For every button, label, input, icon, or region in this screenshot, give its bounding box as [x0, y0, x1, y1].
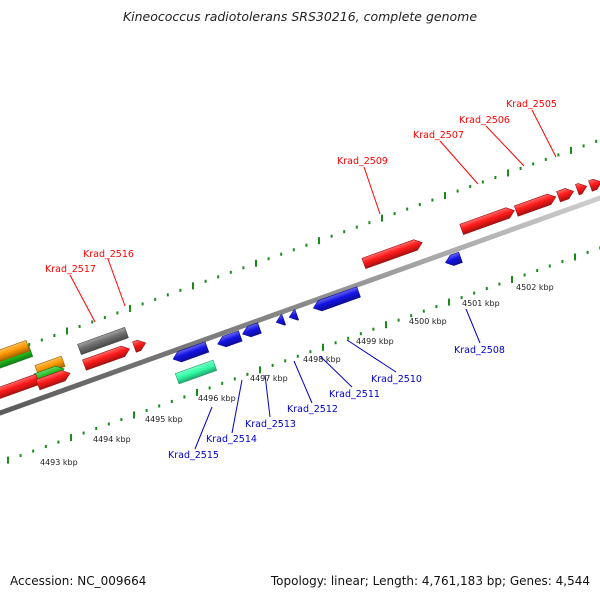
leader-line [439, 140, 479, 185]
scale-tick-label: 4500 kbp [409, 317, 447, 326]
gene-label-forward[interactable]: Krad_2517 [45, 264, 96, 275]
gene-krad-2516c[interactable] [132, 338, 147, 353]
gene-label-reverse[interactable]: Krad_2508 [454, 345, 505, 356]
gene-krad-2518b[interactable] [35, 368, 72, 391]
genome-backbone-line [0, 195, 600, 416]
gene-krad-2505b[interactable] [575, 181, 588, 196]
gene-label-forward[interactable]: Krad_2505 [506, 99, 557, 110]
gene-label-reverse[interactable]: Krad_2511 [329, 389, 380, 400]
leader-line [531, 109, 557, 158]
leader-line [346, 339, 397, 373]
gene-features [0, 177, 600, 401]
gene-krad-2514[interactable] [171, 341, 210, 364]
leader-line [107, 258, 126, 307]
gene-label-forward[interactable]: Krad_2506 [459, 115, 510, 126]
genome-backbone [0, 195, 600, 416]
gene-label-leaders [69, 109, 557, 450]
scale-tick-label: 4497 kbp [250, 374, 288, 383]
gene-krad-2510[interactable] [312, 286, 361, 314]
gene-label-reverse[interactable]: Krad_2513 [245, 419, 296, 430]
gene-krad-2519[interactable] [0, 373, 40, 401]
leader-line [231, 379, 243, 434]
accession-text: Accession: NC_009664 [10, 574, 147, 588]
leader-line [363, 166, 381, 215]
gene-label-reverse[interactable]: Krad_2514 [206, 434, 257, 445]
gene-label-forward[interactable]: Krad_2507 [413, 130, 464, 141]
gene-label-forward[interactable]: Krad_2509 [337, 156, 388, 167]
scale-tick-label: 4496 kbp [198, 394, 236, 403]
leader-line [293, 360, 313, 404]
scale-tick-label: 4499 kbp [356, 337, 394, 346]
leader-line [264, 374, 271, 418]
scale-tick-label: 4498 kbp [303, 355, 341, 364]
scale-tick-label: 4494 kbp [93, 435, 131, 444]
gene-krad-2516b[interactable] [82, 344, 132, 371]
gene-krad-2506[interactable] [513, 192, 557, 217]
gene-krad-2515[interactable] [174, 359, 218, 385]
leader-line [69, 274, 96, 323]
scale-tick-labels: 4493 kbp 4494 kbp 4495 kbp 4496 kbp 4497 kbp… [40, 283, 554, 467]
gene-krad-2518-top[interactable] [0, 340, 31, 364]
leader-line [194, 406, 213, 450]
gene-krad-2511[interactable] [274, 314, 287, 327]
page-title: Kineococcus radiotolerans SRS30216, comp… [122, 9, 478, 24]
gene-label-reverse[interactable]: Krad_2515 [168, 450, 219, 461]
genome-summary-text: Topology: linear; Length: 4,761,183 bp; … [270, 574, 590, 588]
scale-ticks [3, 139, 600, 464]
gene-krad-2512[interactable] [241, 322, 262, 339]
gene-krad-2507[interactable] [459, 205, 516, 236]
scale-tick-label: 4502 kbp [516, 283, 554, 292]
gene-krad-2508[interactable] [444, 251, 463, 268]
gene-krad-2516[interactable] [77, 327, 129, 355]
scale-tick-label: 4493 kbp [40, 458, 78, 467]
scale-tick-label: 4501 kbp [462, 299, 500, 308]
scale-tick-label: 4495 kbp [145, 415, 183, 424]
gene-krad-2504[interactable] [588, 177, 600, 192]
gene-krad-2509[interactable] [361, 237, 424, 270]
gene-krad-2513[interactable] [216, 330, 243, 349]
leader-line [319, 355, 353, 388]
gene-labels: Krad_2517 Krad_2516 Krad_2509 Krad_2507 Krad… [45, 99, 557, 461]
gene-label-reverse[interactable]: Krad_2512 [287, 404, 338, 415]
gene-krad-2511b[interactable] [287, 309, 300, 322]
gene-label-reverse[interactable]: Krad_2510 [371, 374, 422, 385]
gene-krad-2505[interactable] [556, 186, 576, 203]
leader-line [485, 125, 525, 167]
gene-label-forward[interactable]: Krad_2516 [83, 249, 134, 260]
leader-line [465, 308, 481, 344]
